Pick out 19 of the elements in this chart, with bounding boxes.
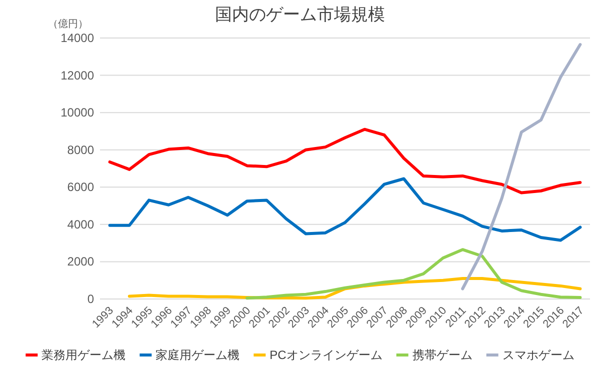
y-tick-label: 4000 — [67, 217, 94, 232]
legend-label: 業務用ゲーム機 — [42, 348, 126, 362]
y-tick-label: 2000 — [67, 254, 94, 269]
y-tick-label: 6000 — [67, 180, 94, 194]
line-series — [246, 248, 582, 300]
line-series — [108, 177, 582, 242]
legend-label: PCオンラインゲーム — [270, 348, 382, 362]
y-tick-label: 10000 — [60, 106, 94, 120]
y-axis-title: （億円） — [48, 18, 88, 30]
y-tick-label: 12000 — [60, 68, 94, 82]
legend-label: 家庭用ゲーム機 — [156, 348, 240, 362]
legend-label: 携帯ゲーム — [412, 348, 472, 362]
line-series — [108, 128, 582, 194]
y-tick-label: 8000 — [67, 142, 94, 157]
chart-title: 国内のゲーム市場規模 — [215, 5, 385, 24]
line-series — [461, 43, 582, 290]
legend-label: スマホゲーム — [502, 348, 574, 362]
y-tick-label: 0 — [87, 292, 94, 306]
y-tick-label: 14000 — [60, 31, 94, 45]
